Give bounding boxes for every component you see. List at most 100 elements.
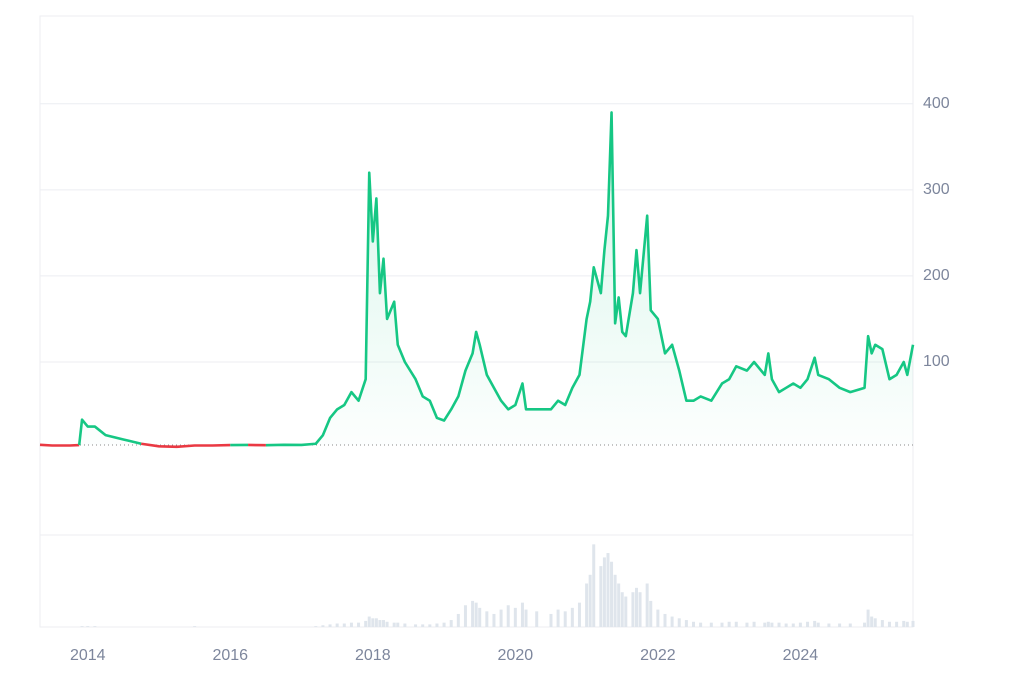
volume-bar xyxy=(371,618,375,627)
volume-bar xyxy=(421,624,425,627)
volume-bar xyxy=(606,553,610,627)
volume-bar xyxy=(592,544,596,627)
volume-bar xyxy=(442,622,446,627)
volume-bar xyxy=(677,618,681,627)
volume-bar xyxy=(367,616,371,627)
x-tick-label: 2016 xyxy=(212,647,248,664)
volume-bar xyxy=(435,623,439,627)
volume-bar xyxy=(321,625,325,627)
volume-bar xyxy=(556,609,560,627)
volume-bar xyxy=(734,621,738,627)
volume-bar xyxy=(777,622,781,627)
volume-bar xyxy=(549,613,553,627)
volume-bar xyxy=(328,624,332,627)
volume-bar xyxy=(392,622,396,627)
price-area xyxy=(40,112,913,447)
volume-bar xyxy=(848,623,852,627)
volume-bar xyxy=(563,611,567,627)
volume-bar xyxy=(381,620,385,627)
y-tick-label: 100 xyxy=(923,353,950,370)
volume-bar xyxy=(456,613,460,627)
x-tick-label: 2020 xyxy=(498,647,534,664)
volume-bar xyxy=(770,622,774,627)
volume-bar xyxy=(193,626,197,627)
volume-bar xyxy=(863,622,867,627)
volume-bar xyxy=(624,596,628,627)
volume-bar xyxy=(827,623,831,627)
volume-bar xyxy=(403,623,407,627)
volume-bar xyxy=(396,622,400,627)
volume-bar xyxy=(588,574,592,627)
volume-bar xyxy=(385,621,389,627)
volume-bar xyxy=(577,602,581,627)
volume-bar xyxy=(905,621,909,627)
volume-bar xyxy=(364,620,368,627)
volume-bar xyxy=(634,587,638,627)
volume-bar xyxy=(80,626,84,627)
volume-bar xyxy=(887,621,891,627)
volume-bar xyxy=(449,620,453,627)
volume-bar xyxy=(798,622,802,627)
volume-bar xyxy=(816,622,820,627)
volume-bar xyxy=(617,583,621,627)
volume-bar xyxy=(720,622,724,627)
y-tick-label: 200 xyxy=(923,267,950,284)
volume-bar xyxy=(880,620,884,627)
volume-bar xyxy=(374,618,378,627)
price-line xyxy=(39,443,80,447)
volume-bar xyxy=(86,626,90,627)
volume-bar xyxy=(613,574,617,627)
volume-bar xyxy=(357,622,361,627)
y-tick-label: 400 xyxy=(923,95,950,112)
volume-bar xyxy=(791,623,795,627)
volume-bar xyxy=(866,609,870,627)
volume-bar xyxy=(752,621,756,627)
y-tick-label: 300 xyxy=(923,181,950,198)
volume-bar xyxy=(763,622,767,627)
volume-bar xyxy=(727,621,731,627)
volume-bar xyxy=(414,624,418,627)
volume-bar xyxy=(895,621,899,627)
volume-bar xyxy=(745,622,749,627)
volume-bar xyxy=(93,626,97,627)
volume-bar xyxy=(349,622,353,627)
price-line xyxy=(265,111,915,447)
volume-bar xyxy=(378,620,382,627)
volume-bar xyxy=(870,616,874,627)
price-line xyxy=(77,418,142,446)
volume-bar xyxy=(873,618,877,627)
volume-bar xyxy=(585,583,589,627)
volume-bar xyxy=(911,620,915,627)
volume-bar xyxy=(428,624,432,627)
volume-bar xyxy=(692,621,696,627)
volume-bar xyxy=(709,622,713,627)
volume-bar xyxy=(599,566,603,627)
volume-bar xyxy=(670,616,674,627)
volume-bar xyxy=(478,607,482,627)
volume-bar xyxy=(784,623,788,627)
volume-bar xyxy=(485,611,489,627)
volume-bar xyxy=(806,621,810,627)
volume-bar xyxy=(813,620,817,627)
volume-bar xyxy=(492,613,496,627)
volume-bar xyxy=(766,621,770,627)
volume-bar xyxy=(656,609,660,627)
volume-bar xyxy=(463,605,467,627)
volume-bar xyxy=(335,623,339,627)
volume-bar xyxy=(474,602,478,627)
volume-bar xyxy=(699,622,703,627)
x-tick-label: 2018 xyxy=(355,647,391,664)
volume-bar xyxy=(535,611,539,627)
volume-bar xyxy=(645,583,649,627)
volume-bar xyxy=(684,620,688,627)
volume-bar xyxy=(902,620,906,627)
x-tick-label: 2022 xyxy=(640,647,676,664)
volume-bar xyxy=(506,605,510,627)
volume-bar xyxy=(342,623,346,627)
price-line xyxy=(141,442,231,449)
volume-bar xyxy=(620,592,624,627)
volume-bar xyxy=(838,623,842,627)
volume-bar xyxy=(513,607,517,627)
x-tick-label: 2024 xyxy=(783,647,819,664)
